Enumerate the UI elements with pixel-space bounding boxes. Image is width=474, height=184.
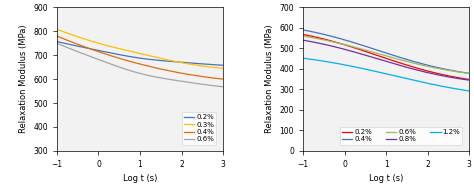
Line: 0.6%: 0.6% — [303, 36, 469, 73]
0.3% — [159, 57, 164, 60]
0.2% — [466, 78, 472, 81]
0.6% — [300, 35, 306, 37]
0.4% — [320, 33, 326, 35]
0.6% — [466, 72, 472, 75]
0.3% — [74, 35, 80, 38]
0.2% — [320, 38, 326, 40]
0.6% — [366, 50, 372, 52]
Line: 1.2%: 1.2% — [303, 58, 469, 91]
1.2% — [466, 90, 472, 92]
0.6% — [220, 86, 226, 88]
Legend: 0.2%, 0.3%, 0.4%, 0.6%: 0.2%, 0.3%, 0.4%, 0.6% — [182, 112, 216, 145]
1.2% — [300, 57, 306, 59]
0.2% — [354, 48, 360, 50]
0.4% — [354, 43, 360, 45]
Line: 0.4%: 0.4% — [57, 36, 223, 79]
0.3% — [174, 61, 180, 63]
0.4% — [54, 35, 60, 37]
X-axis label: Log t (s): Log t (s) — [369, 174, 403, 183]
0.2% — [108, 52, 114, 54]
Y-axis label: Relaxation Modulus (MPa): Relaxation Modulus (MPa) — [18, 25, 27, 133]
0.4% — [405, 59, 410, 61]
0.3% — [120, 48, 126, 51]
0.8% — [300, 39, 306, 41]
0.6% — [320, 39, 326, 41]
X-axis label: Log t (s): Log t (s) — [123, 174, 157, 183]
0.6% — [74, 50, 80, 52]
1.2% — [405, 78, 410, 80]
0.8% — [466, 79, 472, 81]
1.2% — [421, 81, 427, 84]
0.4% — [175, 71, 181, 74]
0.4% — [174, 71, 180, 73]
0.8% — [421, 71, 427, 73]
0.2% — [54, 40, 60, 43]
0.4% — [159, 68, 164, 70]
0.8% — [354, 52, 360, 54]
0.6% — [174, 79, 180, 82]
0.2% — [366, 51, 372, 54]
Line: 0.3%: 0.3% — [57, 29, 223, 68]
0.2% — [421, 69, 427, 71]
1.2% — [366, 69, 372, 71]
Line: 0.6%: 0.6% — [57, 43, 223, 87]
0.6% — [120, 67, 126, 69]
Line: 0.4%: 0.4% — [303, 30, 469, 73]
0.4% — [421, 63, 427, 65]
0.2% — [174, 61, 180, 63]
0.6% — [421, 64, 427, 67]
0.2% — [74, 45, 80, 47]
Line: 0.8%: 0.8% — [303, 40, 469, 80]
0.2% — [405, 64, 410, 66]
Line: 0.2%: 0.2% — [303, 34, 469, 79]
0.2% — [420, 69, 426, 71]
0.8% — [420, 70, 426, 73]
0.4% — [108, 55, 114, 57]
0.2% — [300, 33, 306, 36]
Y-axis label: Relaxation Modulus (MPa): Relaxation Modulus (MPa) — [265, 25, 274, 133]
0.3% — [220, 67, 226, 69]
0.4% — [300, 29, 306, 31]
0.6% — [108, 63, 114, 65]
0.2% — [159, 59, 164, 62]
0.6% — [354, 47, 360, 49]
0.4% — [220, 78, 226, 80]
0.3% — [175, 61, 181, 63]
0.4% — [120, 58, 126, 60]
0.4% — [74, 43, 80, 45]
0.3% — [54, 28, 60, 31]
0.4% — [466, 72, 472, 75]
0.2% — [175, 61, 181, 63]
1.2% — [354, 66, 360, 68]
Line: 0.2%: 0.2% — [57, 42, 223, 65]
0.4% — [366, 46, 372, 48]
0.6% — [159, 77, 164, 79]
0.2% — [120, 54, 126, 56]
0.6% — [54, 42, 60, 44]
0.8% — [320, 43, 326, 45]
0.3% — [108, 45, 114, 48]
0.4% — [420, 63, 426, 65]
1.2% — [320, 60, 326, 62]
0.8% — [366, 55, 372, 57]
0.6% — [175, 79, 181, 82]
1.2% — [420, 81, 426, 83]
0.8% — [405, 66, 410, 69]
Legend: 0.2%, 0.4%, 0.6%, 0.8%, 1.2%: 0.2%, 0.4%, 0.6%, 0.8%, 1.2% — [340, 127, 463, 145]
0.6% — [420, 64, 426, 66]
0.2% — [220, 64, 226, 66]
0.6% — [405, 61, 410, 63]
